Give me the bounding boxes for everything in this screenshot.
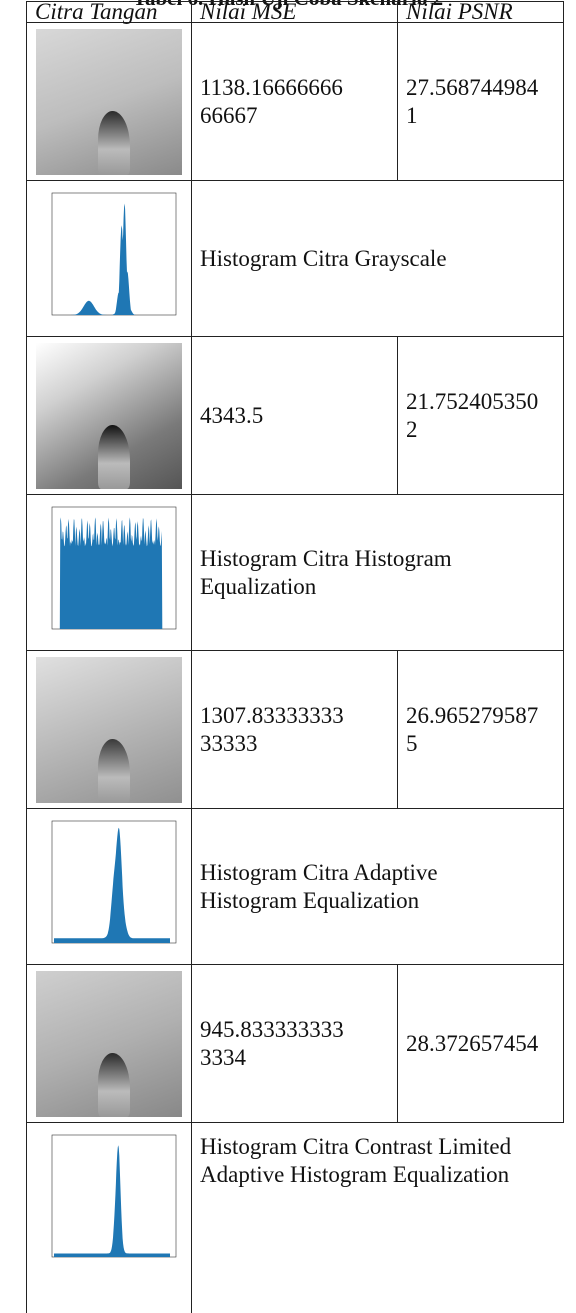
- histogram-label: Histogram Citra Contrast Limited Adaptiv…: [192, 1123, 564, 1313]
- mse-cell: 1138.1666666666667: [192, 23, 398, 181]
- mse-cell: 4343.5: [192, 337, 398, 495]
- image-row: 1138.1666666666667 27.5687449841: [27, 23, 564, 181]
- psnr-cell: 28.372657454: [398, 965, 564, 1123]
- hand-shape: [98, 739, 130, 803]
- image-row: 1307.8333333333333 26.9652795875: [27, 651, 564, 809]
- header-cell: Nilai PSNR: [398, 2, 564, 23]
- histogram-label: Histogram Citra Histogram Equalization: [192, 495, 564, 651]
- image-cell: [27, 337, 192, 495]
- histogram-label: Histogram Citra Grayscale: [192, 181, 564, 337]
- histogram-row: Histogram Citra Adaptive Histogram Equal…: [27, 809, 564, 965]
- psnr-value: 21.7524053502: [406, 388, 546, 444]
- histogram-row: Histogram Citra Contrast Limited Adaptiv…: [27, 1123, 564, 1313]
- hand-image: [36, 657, 182, 803]
- hand-image: [36, 343, 182, 489]
- hand-shape: [98, 111, 130, 175]
- histogram-cell: [27, 1123, 192, 1313]
- histogram-cell: [27, 809, 192, 965]
- header-cell: Citra Tangan: [27, 2, 192, 23]
- psnr-value: 27.5687449841: [406, 74, 546, 130]
- histogram-cell: [27, 495, 192, 651]
- psnr-cell: 27.5687449841: [398, 23, 564, 181]
- hand-image: [36, 29, 182, 175]
- mse-value: 945.8333333333334: [200, 1016, 350, 1072]
- header-cell: Nilai MSE: [192, 2, 398, 23]
- mse-value: 4343.5: [200, 402, 350, 430]
- psnr-value: 28.372657454: [406, 1030, 546, 1058]
- page: Tabel 6. Hasil Uji Coba Skenario 2 Citra…: [0, 0, 576, 1297]
- histogram-image: [36, 499, 182, 639]
- histogram-row: Histogram Citra Histogram Equalization: [27, 495, 564, 651]
- hand-shape: [98, 425, 130, 489]
- header-row: Citra Tangan Nilai MSE Nilai PSNR: [27, 2, 564, 23]
- histogram-row: Histogram Citra Grayscale: [27, 181, 564, 337]
- image-cell: [27, 965, 192, 1123]
- histogram-image: [36, 813, 182, 953]
- image-row: 945.8333333333334 28.372657454: [27, 965, 564, 1123]
- hand-image: [36, 971, 182, 1117]
- histogram-label: Histogram Citra Adaptive Histogram Equal…: [192, 809, 564, 965]
- psnr-value: 26.9652795875: [406, 702, 546, 758]
- histogram-cell: [27, 181, 192, 337]
- image-cell: [27, 651, 192, 809]
- image-cell: [27, 23, 192, 181]
- mse-cell: 945.8333333333334: [192, 965, 398, 1123]
- mse-cell: 1307.8333333333333: [192, 651, 398, 809]
- histogram-image: [36, 185, 182, 325]
- image-row: 4343.5 21.7524053502: [27, 337, 564, 495]
- hand-shape: [98, 1053, 130, 1117]
- mse-value: 1307.8333333333333: [200, 702, 350, 758]
- result-table: Citra Tangan Nilai MSE Nilai PSNR 1138.1…: [26, 1, 564, 1313]
- mse-value: 1138.1666666666667: [200, 74, 350, 130]
- psnr-cell: 26.9652795875: [398, 651, 564, 809]
- histogram-image: [36, 1127, 182, 1267]
- psnr-cell: 21.7524053502: [398, 337, 564, 495]
